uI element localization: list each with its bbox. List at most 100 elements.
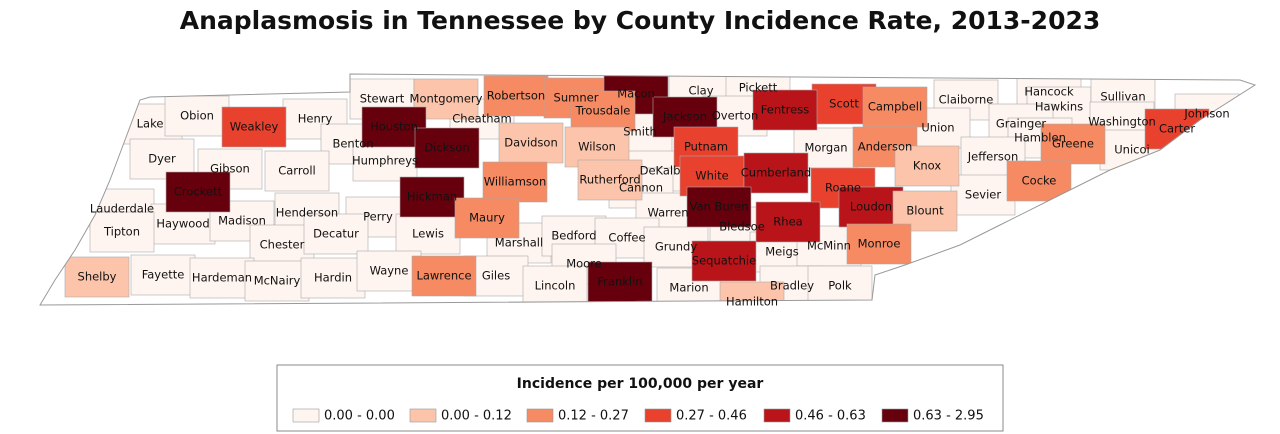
- county-label: Hawkins: [1035, 100, 1083, 114]
- county-label: Grundy: [655, 240, 698, 254]
- county: [743, 152, 809, 194]
- county: [164, 95, 230, 137]
- county-label: Gibson: [210, 162, 250, 176]
- county-label: Roane: [825, 181, 861, 195]
- county-label: Polk: [828, 279, 852, 293]
- county: [454, 197, 520, 239]
- county-label: Trousdale: [575, 104, 631, 118]
- county-label: Haywood: [156, 217, 209, 231]
- county: [356, 250, 422, 292]
- county-shapes: [64, 74, 1240, 305]
- county-label: Meigs: [765, 245, 798, 259]
- county: [807, 265, 873, 305]
- county: [482, 161, 548, 203]
- county-label: Grainger: [996, 117, 1047, 131]
- county-label: Giles: [482, 269, 510, 283]
- county: [414, 127, 480, 169]
- county-label: Maury: [469, 211, 505, 225]
- county-label: Cheatham: [452, 112, 512, 126]
- county-label: Sequatchie: [692, 254, 756, 268]
- legend: 0.00 - 0.00 0.00 - 0.12 0.12 - 0.27 0.27 - …: [292, 408, 984, 424]
- county-label: Morgan: [804, 141, 847, 155]
- county-label: Stewart: [360, 92, 405, 106]
- county: [395, 213, 461, 255]
- county: [846, 223, 912, 265]
- county-label: Coffee: [608, 231, 645, 245]
- county: [483, 75, 549, 117]
- county-label: Lincoln: [535, 279, 576, 293]
- county-label: Houston: [370, 120, 418, 134]
- county-label: Lauderdale: [90, 202, 154, 216]
- county-label: Unicoi: [1114, 143, 1149, 157]
- county-label: Chester: [260, 238, 305, 252]
- county: [89, 211, 155, 253]
- county: [862, 86, 928, 128]
- county-label: Tipton: [103, 225, 140, 239]
- county: [570, 90, 636, 132]
- county-label: Humphreys: [352, 154, 418, 168]
- county: [691, 240, 757, 282]
- county-label: Sevier: [965, 188, 1001, 202]
- county-label: Marion: [669, 281, 708, 295]
- county-label: Crockett: [174, 185, 223, 199]
- county-label: Macon: [617, 87, 655, 101]
- county-label: Rhea: [773, 215, 802, 229]
- county-label: Johnson: [1183, 107, 1229, 121]
- county-label: Bledsoe: [719, 220, 765, 234]
- county-label: Hancock: [1024, 85, 1074, 99]
- county-label: Davidson: [504, 136, 558, 150]
- county-labels: Lake Obion Weakley Henry Stewart Montgomery Ro…: [78, 81, 1230, 309]
- county-label: Scott: [829, 97, 859, 111]
- county: [577, 159, 643, 201]
- county-label: Union: [921, 121, 954, 135]
- legend-label: 0.12 - 0.27: [558, 409, 629, 424]
- county-label: Benton: [332, 137, 373, 151]
- county-label: Greene: [1052, 137, 1094, 151]
- county-label: Hamblen: [1014, 131, 1066, 145]
- county-label: Marshall: [495, 236, 543, 250]
- county-label: Wilson: [578, 140, 616, 154]
- county: [64, 256, 130, 298]
- county-label: Jackson: [662, 110, 707, 124]
- county: [686, 186, 752, 228]
- county-label: Decatur: [313, 227, 359, 241]
- legend-label: 0.63 - 2.95: [913, 409, 984, 424]
- county-label: Carter: [1159, 122, 1195, 136]
- county: [522, 265, 588, 305]
- county-label: Cannon: [619, 181, 663, 195]
- county-label: Monroe: [858, 237, 901, 251]
- map-title: Anaplasmosis in Tennessee by County Inci…: [180, 6, 1101, 35]
- legend-swatch: [644, 408, 672, 423]
- county-label: Dickson: [424, 141, 469, 155]
- state-outline: [39, 73, 1257, 306]
- county: [755, 201, 821, 243]
- county-label: McMinn: [807, 239, 851, 253]
- county-label: DeKalb: [640, 164, 681, 178]
- county-label: Moore: [566, 257, 602, 271]
- legend-label: 0.00 - 0.00: [324, 409, 395, 424]
- county-label: Carroll: [278, 164, 316, 178]
- legend-swatch: [526, 408, 554, 423]
- county: [189, 257, 255, 299]
- county-label: McNairy: [254, 274, 301, 288]
- county-label: Montgomery: [410, 92, 483, 106]
- county-label: Warren: [647, 206, 688, 220]
- county-label: Cocke: [1022, 174, 1057, 188]
- legend-title: Incidence per 100,000 per year: [517, 376, 764, 392]
- county-label: Cumberland: [741, 166, 811, 180]
- county: [894, 145, 960, 187]
- county-label: Hickman: [407, 190, 457, 204]
- county-label: Campbell: [868, 100, 922, 114]
- county-label: Loudon: [850, 200, 892, 214]
- county-label: Putnam: [684, 140, 728, 154]
- county-label: Williamson: [484, 175, 546, 189]
- legend-swatch: [763, 408, 791, 423]
- county-label: Sumner: [554, 91, 599, 105]
- county: [411, 255, 477, 297]
- county-label: Pickett: [739, 81, 778, 95]
- county: [165, 171, 231, 213]
- county: [352, 140, 418, 182]
- legend-swatch: [292, 408, 320, 423]
- legend-swatch: [409, 408, 437, 423]
